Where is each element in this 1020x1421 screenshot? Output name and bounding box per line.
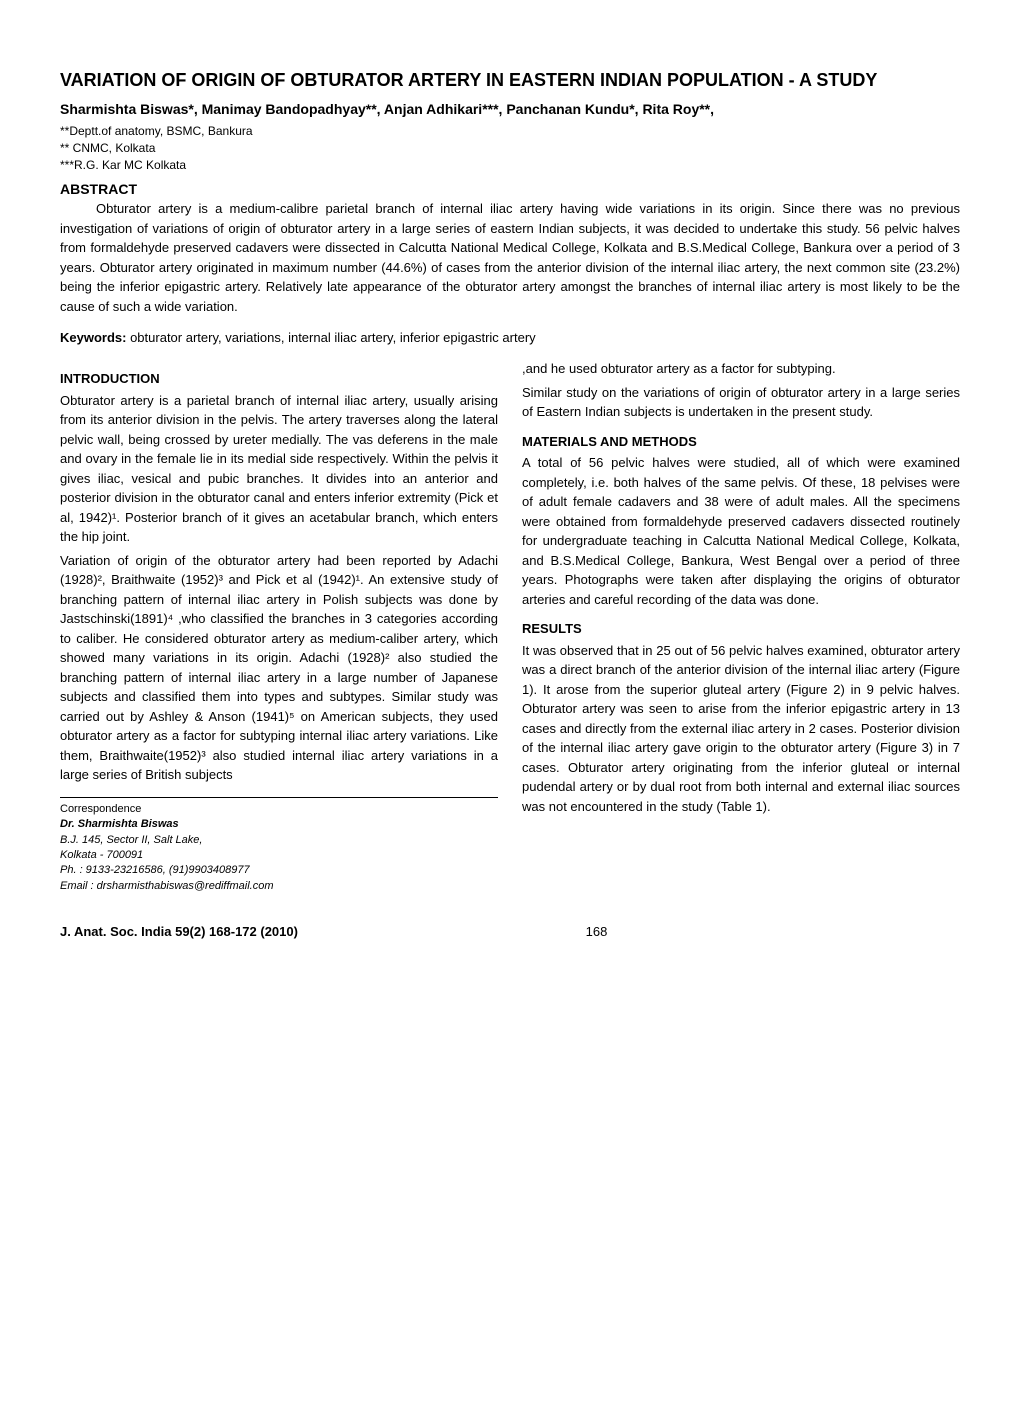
abstract-header: ABSTRACT <box>60 181 960 197</box>
right-column: ,and he used obturator artery as a facto… <box>522 359 960 894</box>
paper-title: VARIATION OF ORIGIN OF OBTURATOR ARTERY … <box>60 70 960 91</box>
introduction-header: INTRODUCTION <box>60 369 498 389</box>
continuation-paragraph: Similar study on the variations of origi… <box>522 383 960 422</box>
correspondence-email: Email : drsharmisthabiswas@rediffmail.co… <box>60 879 498 894</box>
methods-paragraph: A total of 56 pelvic halves were studied… <box>522 453 960 609</box>
correspondence-label: Correspondence <box>60 802 498 817</box>
paper-authors: Sharmishta Biswas*, Manimay Bandopadhyay… <box>60 101 960 117</box>
footer-spacer <box>895 924 960 939</box>
methods-header: MATERIALS AND METHODS <box>522 432 960 452</box>
results-header: RESULTS <box>522 619 960 639</box>
page-number: 168 <box>586 924 608 939</box>
left-column: INTRODUCTION Obturator artery is a parie… <box>60 359 498 894</box>
two-column-layout: INTRODUCTION Obturator artery is a parie… <box>60 359 960 894</box>
affiliations-block: **Deptt.of anatomy, BSMC, Bankura ** CNM… <box>60 123 960 173</box>
correspondence-name: Dr. Sharmishta Biswas <box>60 817 498 832</box>
abstract-text: Obturator artery is a medium-calibre par… <box>60 199 960 316</box>
correspondence-address: B.J. 145, Sector II, Salt Lake, <box>60 833 498 848</box>
introduction-paragraph: Variation of origin of the obturator art… <box>60 551 498 785</box>
keywords-label: Keywords: <box>60 330 126 345</box>
correspondence-phone: Ph. : 9133-23216586, (91)9903408977 <box>60 863 498 878</box>
correspondence-block: Correspondence Dr. Sharmishta Biswas B.J… <box>60 802 498 894</box>
affiliation-line: ** CNMC, Kolkata <box>60 140 960 157</box>
affiliation-line: ***R.G. Kar MC Kolkata <box>60 157 960 174</box>
correspondence-divider <box>60 797 498 798</box>
journal-citation: J. Anat. Soc. India 59(2) 168-172 (2010) <box>60 924 298 939</box>
results-paragraph: It was observed that in 25 out of 56 pel… <box>522 641 960 817</box>
continuation-paragraph: ,and he used obturator artery as a facto… <box>522 359 960 379</box>
correspondence-address: Kolkata - 700091 <box>60 848 498 863</box>
page-footer: J. Anat. Soc. India 59(2) 168-172 (2010)… <box>60 924 960 939</box>
introduction-paragraph: Obturator artery is a parietal branch of… <box>60 391 498 547</box>
affiliation-line: **Deptt.of anatomy, BSMC, Bankura <box>60 123 960 140</box>
keywords-line: Keywords: obturator artery, variations, … <box>60 330 960 345</box>
keywords-text: obturator artery, variations, internal i… <box>126 330 535 345</box>
